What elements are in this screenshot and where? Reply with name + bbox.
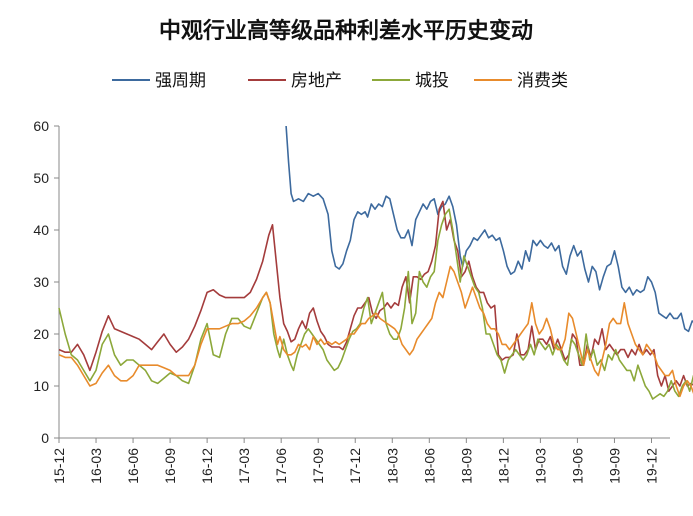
y-tick-label: 0 — [41, 430, 49, 446]
y-tick-label: 60 — [33, 118, 49, 134]
legend-label-0: 强周期 — [155, 71, 206, 91]
axes: 0 10 20 30 40 50 60 15-12 16-03 16-06 16-09 16-12 17… — [33, 118, 670, 484]
series-line-2 — [58, 208, 693, 400]
x-tick-label: 18-06 — [421, 448, 437, 484]
chart-title: 中观行业高等级品种利差水平历史变动 — [159, 18, 533, 44]
x-tick-label: 17-03 — [236, 448, 252, 484]
plot-area — [58, 125, 693, 400]
series-line-0 — [285, 125, 693, 333]
x-tick-label: 17-06 — [273, 448, 289, 484]
y-tick-label: 40 — [33, 222, 49, 238]
series-line-1 — [58, 200, 693, 392]
x-tick-label: 15-12 — [51, 448, 67, 484]
x-tick-label: 16-06 — [125, 448, 141, 484]
series-line-3 — [58, 265, 693, 398]
x-tick-label: 16-09 — [162, 448, 178, 484]
y-tick-label: 20 — [33, 326, 49, 342]
legend: 强周期 房地产 城投 消费类 — [112, 71, 568, 91]
x-tick-label: 16-12 — [199, 448, 215, 484]
y-tick-label: 30 — [33, 274, 49, 290]
x-tick-label: 18-03 — [384, 448, 400, 484]
x-tick-label: 18-12 — [495, 448, 511, 484]
x-tick-label: 19-09 — [606, 448, 622, 484]
legend-label-2: 城投 — [415, 71, 449, 91]
x-tick-label: 17-09 — [310, 448, 326, 484]
x-tick-label: 18-09 — [458, 448, 474, 484]
y-tick-label: 10 — [33, 378, 49, 394]
y-tick-label: 50 — [33, 170, 49, 186]
legend-label-3: 消费类 — [517, 71, 568, 91]
x-tick-label: 19-12 — [643, 448, 659, 484]
x-tick-label: 19-06 — [569, 448, 585, 484]
legend-label-1: 房地产 — [291, 71, 342, 91]
x-tick-label: 16-03 — [88, 448, 104, 484]
x-tick-label: 19-03 — [532, 448, 548, 484]
x-tick-label: 17-12 — [347, 448, 363, 484]
